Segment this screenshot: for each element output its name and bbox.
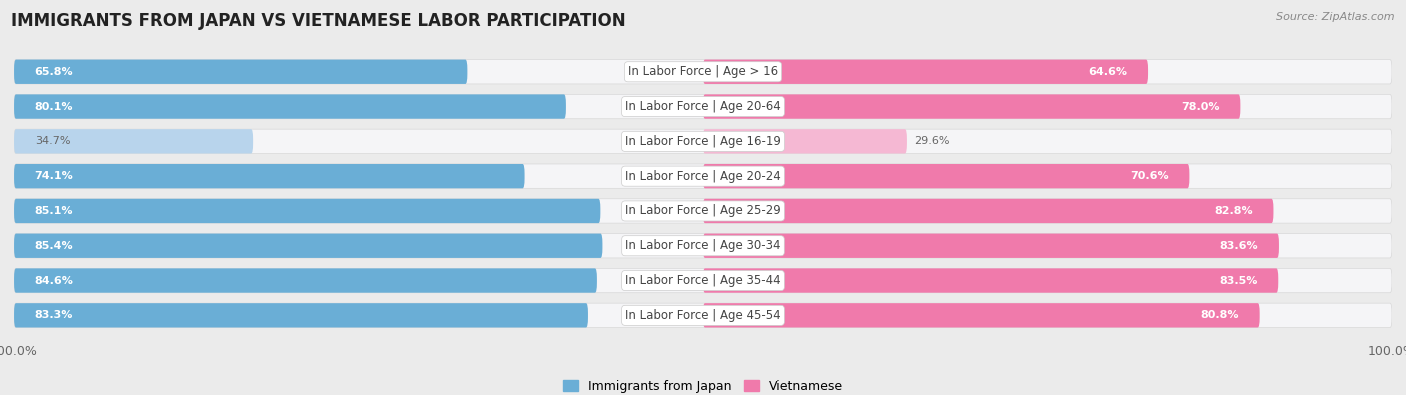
Text: 80.8%: 80.8% bbox=[1201, 310, 1239, 320]
Legend: Immigrants from Japan, Vietnamese: Immigrants from Japan, Vietnamese bbox=[558, 375, 848, 395]
Text: 74.1%: 74.1% bbox=[35, 171, 73, 181]
FancyBboxPatch shape bbox=[14, 60, 467, 84]
Text: 65.8%: 65.8% bbox=[35, 67, 73, 77]
FancyBboxPatch shape bbox=[14, 233, 602, 258]
Text: 84.6%: 84.6% bbox=[35, 276, 73, 286]
Text: 85.1%: 85.1% bbox=[35, 206, 73, 216]
Text: In Labor Force | Age 30-34: In Labor Force | Age 30-34 bbox=[626, 239, 780, 252]
FancyBboxPatch shape bbox=[14, 129, 253, 154]
Text: In Labor Force | Age 35-44: In Labor Force | Age 35-44 bbox=[626, 274, 780, 287]
FancyBboxPatch shape bbox=[14, 164, 1392, 188]
Text: In Labor Force | Age 20-64: In Labor Force | Age 20-64 bbox=[626, 100, 780, 113]
Text: In Labor Force | Age 16-19: In Labor Force | Age 16-19 bbox=[626, 135, 780, 148]
FancyBboxPatch shape bbox=[14, 303, 1392, 327]
Text: 83.3%: 83.3% bbox=[35, 310, 73, 320]
Text: 78.0%: 78.0% bbox=[1181, 102, 1219, 111]
Text: 29.6%: 29.6% bbox=[914, 136, 949, 147]
Text: In Labor Force | Age > 16: In Labor Force | Age > 16 bbox=[628, 65, 778, 78]
FancyBboxPatch shape bbox=[14, 164, 524, 188]
Text: In Labor Force | Age 45-54: In Labor Force | Age 45-54 bbox=[626, 309, 780, 322]
FancyBboxPatch shape bbox=[703, 199, 1274, 223]
FancyBboxPatch shape bbox=[14, 94, 1392, 119]
FancyBboxPatch shape bbox=[703, 233, 1279, 258]
FancyBboxPatch shape bbox=[703, 164, 1189, 188]
Text: In Labor Force | Age 20-24: In Labor Force | Age 20-24 bbox=[626, 169, 780, 182]
FancyBboxPatch shape bbox=[14, 199, 600, 223]
FancyBboxPatch shape bbox=[14, 94, 565, 119]
FancyBboxPatch shape bbox=[14, 60, 1392, 84]
Text: 83.6%: 83.6% bbox=[1219, 241, 1258, 251]
FancyBboxPatch shape bbox=[703, 268, 1278, 293]
Text: 64.6%: 64.6% bbox=[1088, 67, 1128, 77]
Text: 85.4%: 85.4% bbox=[35, 241, 73, 251]
Text: 34.7%: 34.7% bbox=[35, 136, 70, 147]
Text: 83.5%: 83.5% bbox=[1219, 276, 1257, 286]
FancyBboxPatch shape bbox=[14, 233, 1392, 258]
FancyBboxPatch shape bbox=[703, 129, 907, 154]
Text: 80.1%: 80.1% bbox=[35, 102, 73, 111]
Text: Source: ZipAtlas.com: Source: ZipAtlas.com bbox=[1277, 12, 1395, 22]
FancyBboxPatch shape bbox=[14, 199, 1392, 223]
FancyBboxPatch shape bbox=[14, 268, 598, 293]
FancyBboxPatch shape bbox=[703, 94, 1240, 119]
FancyBboxPatch shape bbox=[703, 303, 1260, 327]
Text: IMMIGRANTS FROM JAPAN VS VIETNAMESE LABOR PARTICIPATION: IMMIGRANTS FROM JAPAN VS VIETNAMESE LABO… bbox=[11, 12, 626, 30]
FancyBboxPatch shape bbox=[14, 303, 588, 327]
FancyBboxPatch shape bbox=[14, 268, 1392, 293]
Text: 70.6%: 70.6% bbox=[1130, 171, 1168, 181]
FancyBboxPatch shape bbox=[703, 60, 1149, 84]
Text: In Labor Force | Age 25-29: In Labor Force | Age 25-29 bbox=[626, 205, 780, 218]
FancyBboxPatch shape bbox=[14, 129, 1392, 154]
Text: 82.8%: 82.8% bbox=[1215, 206, 1253, 216]
